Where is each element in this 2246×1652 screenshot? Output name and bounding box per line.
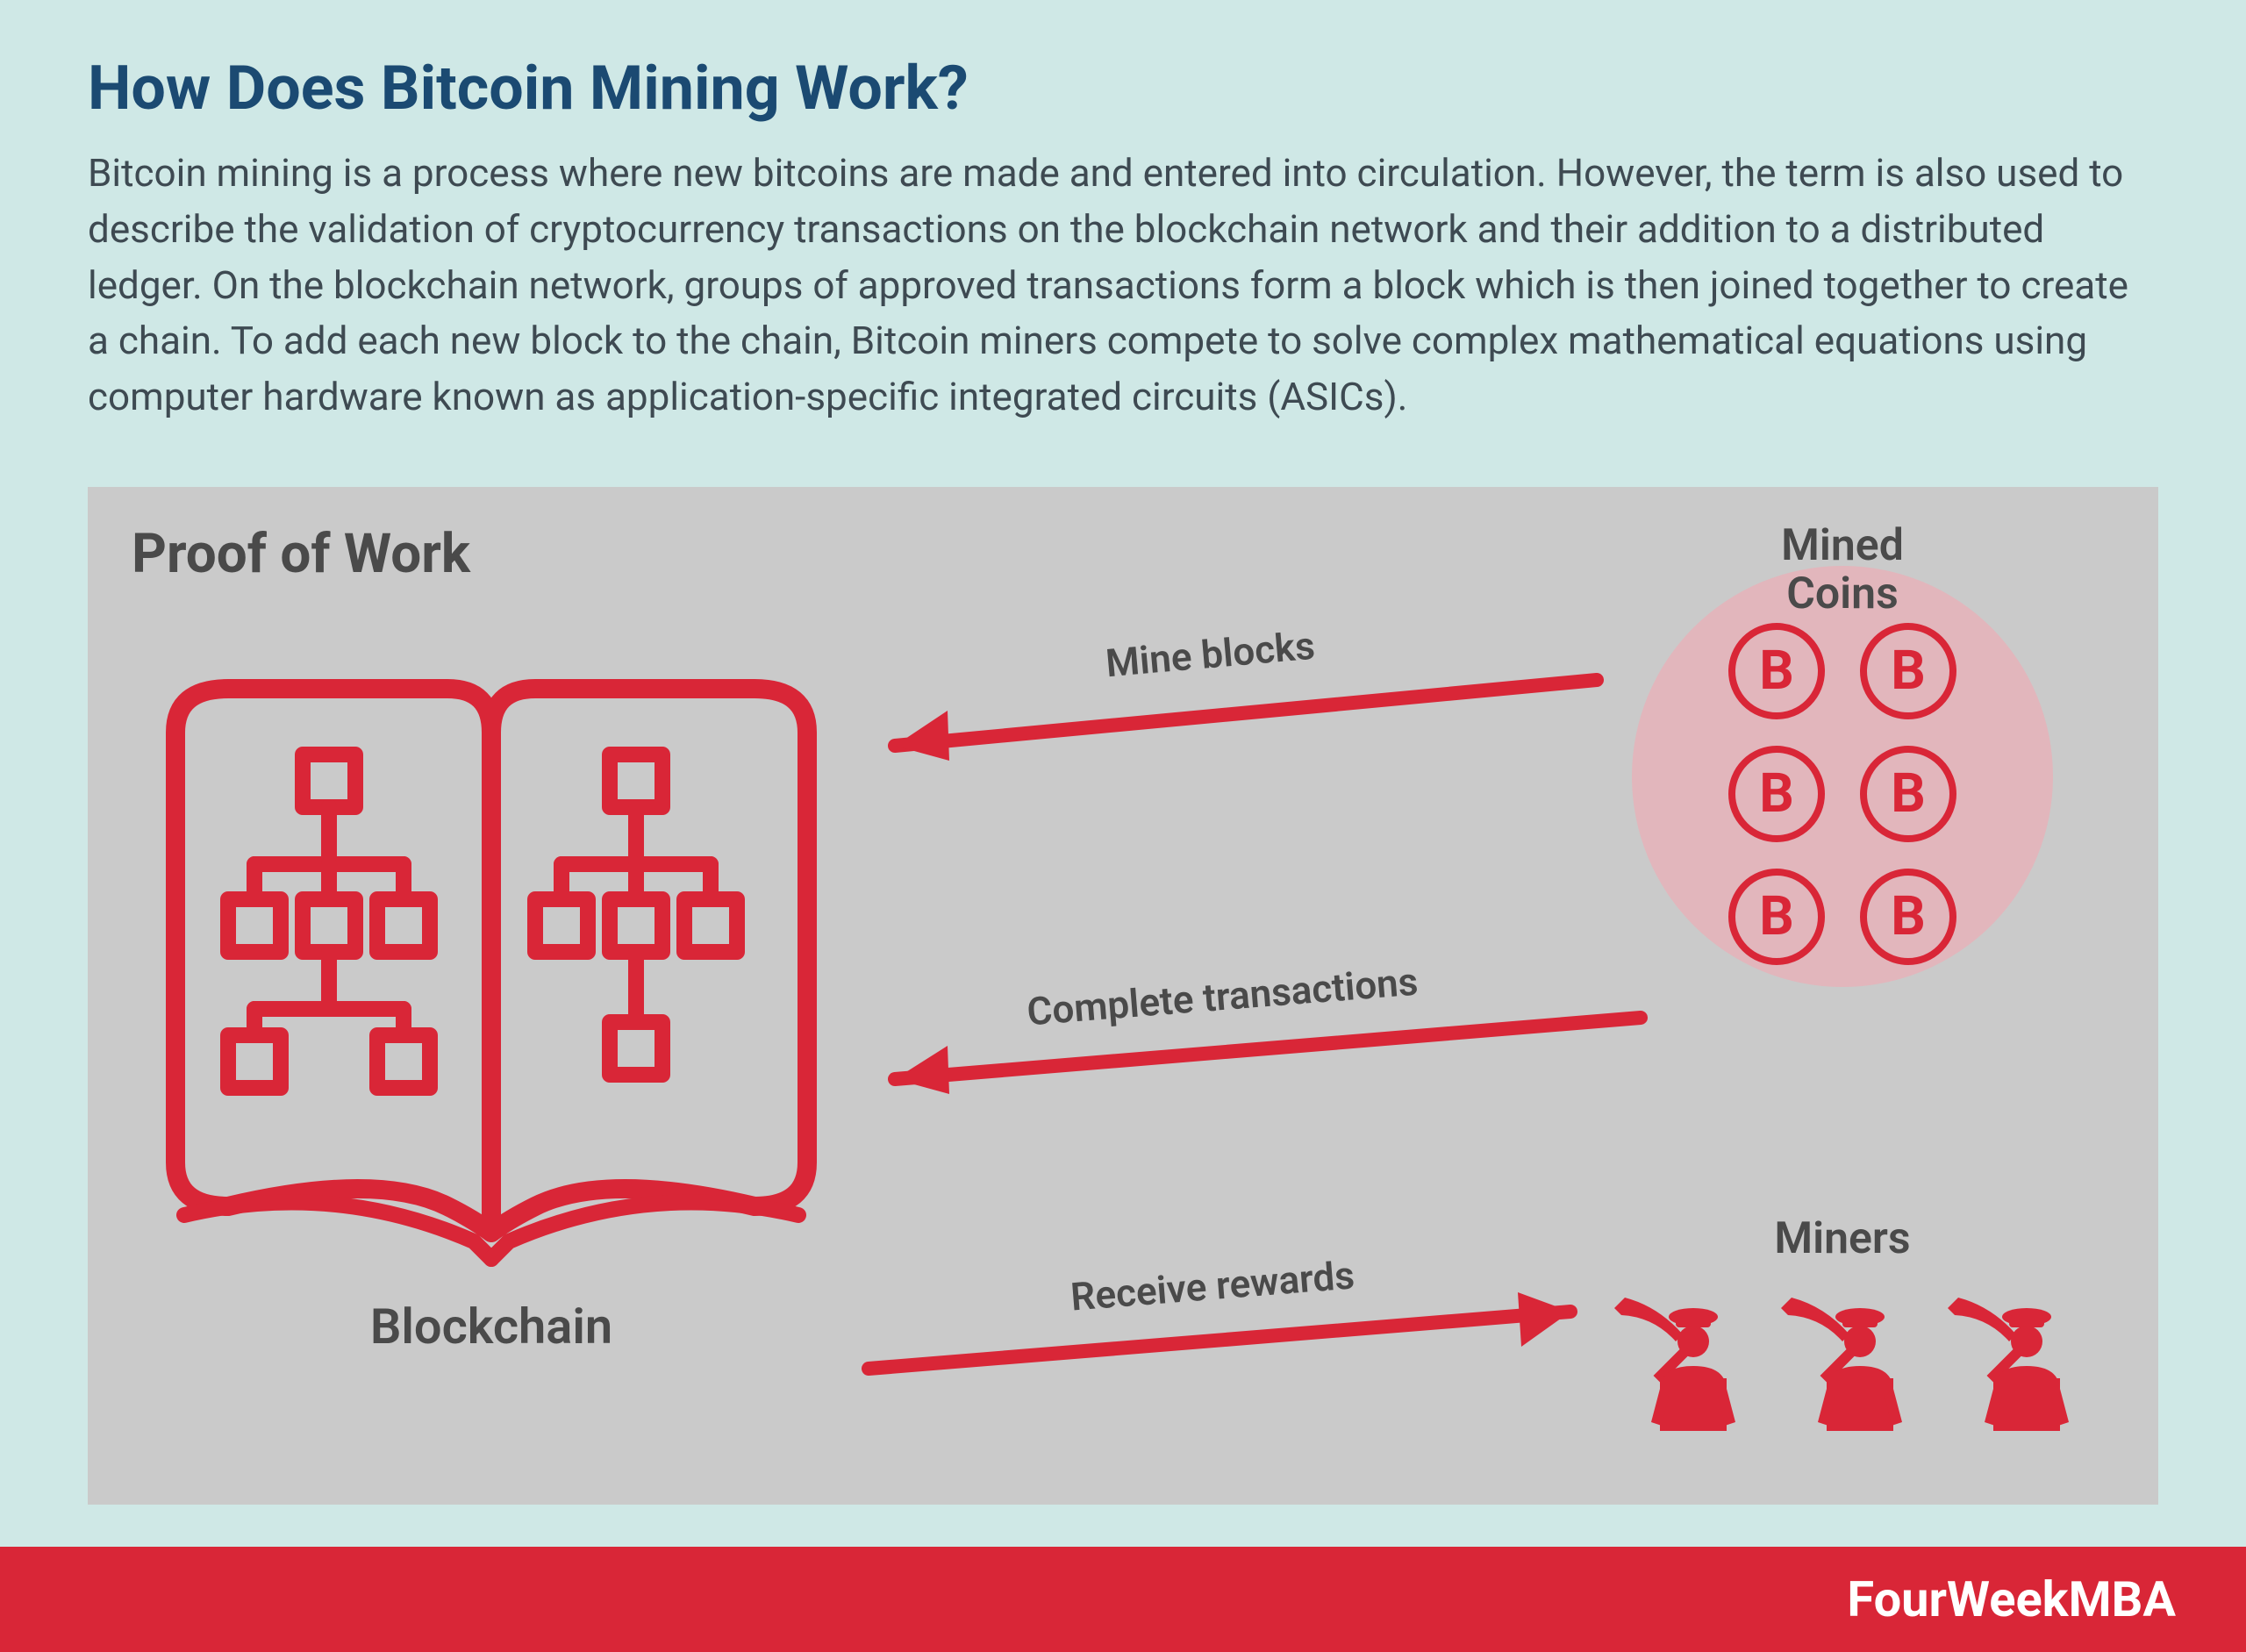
bitcoin-coin-icon: B — [1728, 869, 1825, 965]
miners-row — [1597, 1291, 2088, 1452]
header: How Does Bitcoin Mining Work? Bitcoin mi… — [0, 0, 2246, 452]
mined-coins-group: Mined Coins BBBBBB — [1597, 522, 2088, 987]
mined-coins-label: Mined Coins — [1597, 522, 2088, 619]
page: How Does Bitcoin Mining Work? Bitcoin mi… — [0, 0, 2246, 1652]
coins-circle: BBBBBB — [1632, 566, 2053, 987]
miner-icon — [1606, 1291, 1746, 1452]
bitcoin-coin-icon: B — [1728, 746, 1825, 842]
footer-brand: FourWeekMBA — [1847, 1570, 2176, 1628]
bitcoin-coin-icon: B — [1860, 746, 1956, 842]
miner-icon — [1939, 1291, 2079, 1452]
miners-label: Miners — [1597, 1213, 2088, 1264]
miner-icon — [1772, 1291, 1913, 1452]
miners-group: Miners — [1597, 1213, 2088, 1452]
diagram: Proof of Work — [88, 487, 2158, 1505]
description-text: Bitcoin mining is a process where new bi… — [88, 146, 2158, 426]
page-title: How Does Bitcoin Mining Work? — [88, 53, 2158, 125]
footer: FourWeekMBA — [0, 1547, 2246, 1652]
blockchain-label: Blockchain — [132, 1298, 851, 1355]
blockchain-book-icon — [132, 619, 851, 1285]
bitcoin-coin-icon: B — [1860, 869, 1956, 965]
bitcoin-coin-icon: B — [1860, 623, 1956, 719]
bitcoin-coin-icon: B — [1728, 623, 1825, 719]
blockchain-group: Blockchain — [132, 619, 851, 1355]
